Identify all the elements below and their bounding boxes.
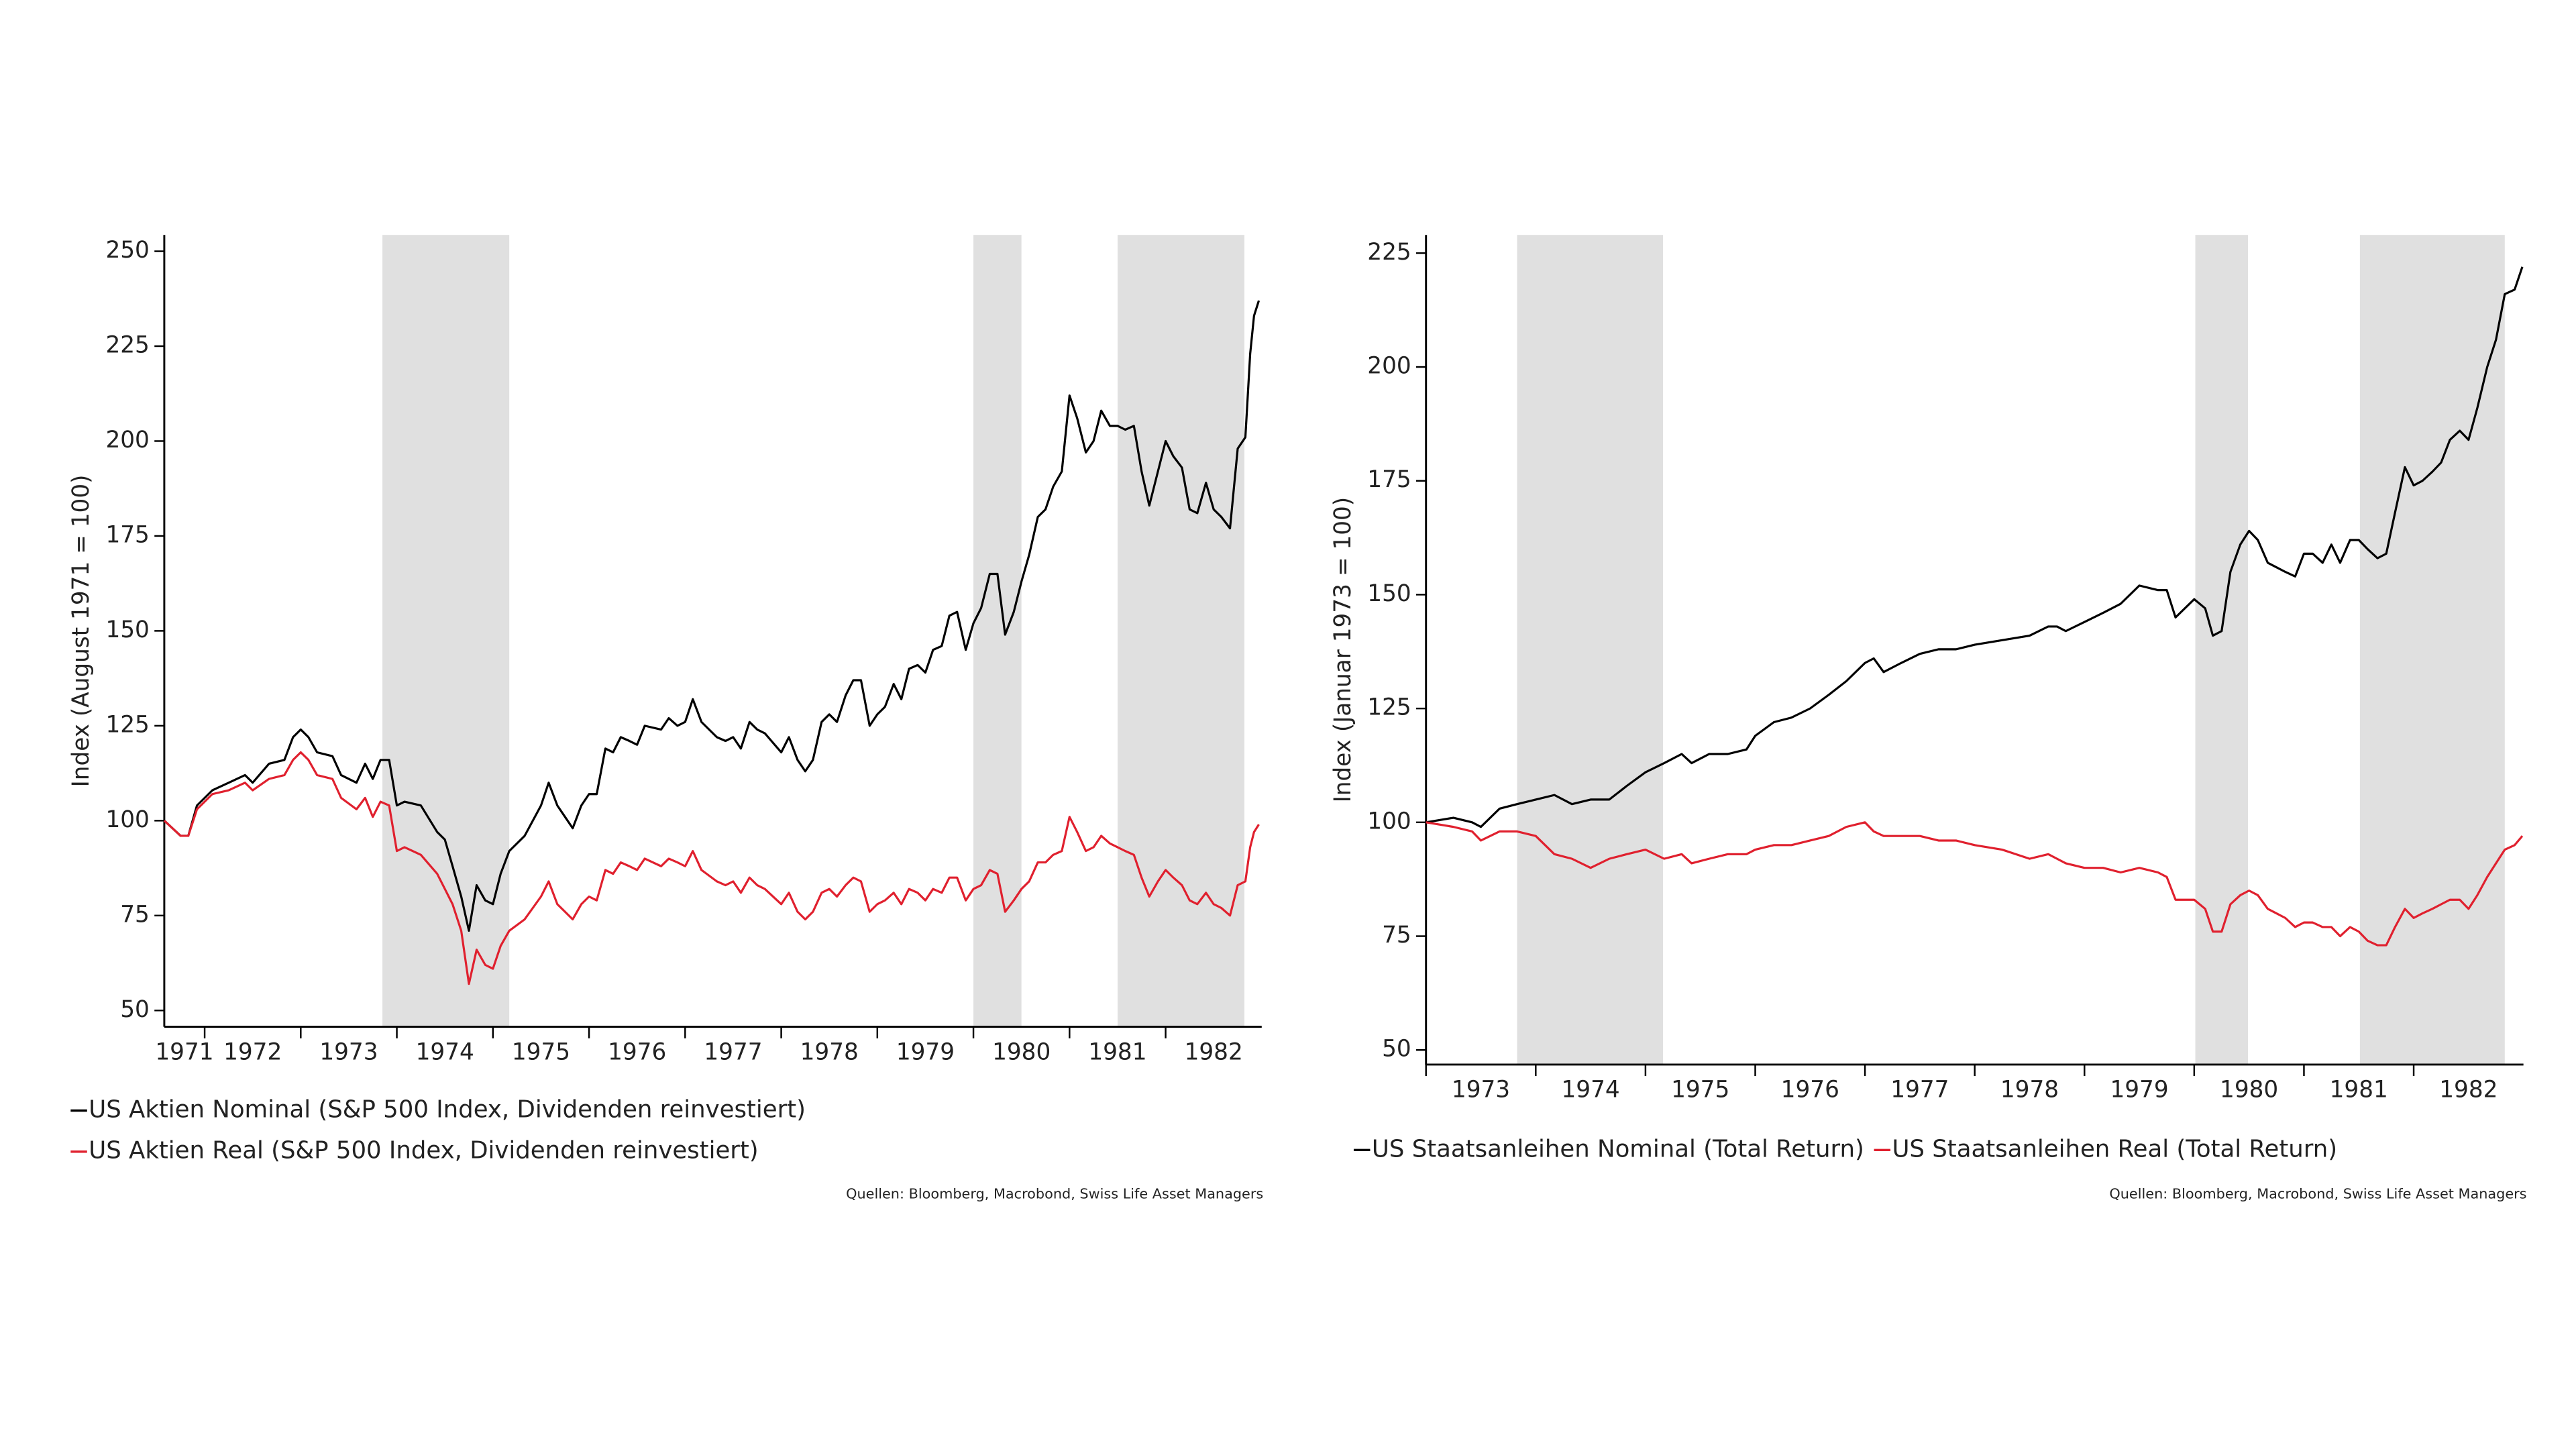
x-tick-label: 1973 — [1452, 1077, 1510, 1104]
y-tick-label: 50 — [1382, 1036, 1411, 1063]
y-tick-label: 50 — [120, 996, 150, 1023]
y-tick-label: 150 — [105, 616, 149, 643]
x-tick-label: 1976 — [1781, 1077, 1839, 1104]
legend-label: US Aktien Real (S&P 500 Index, Dividende… — [89, 1137, 758, 1165]
x-tick-label: 1978 — [800, 1038, 859, 1065]
y-tick-label: 200 — [1367, 353, 1411, 380]
x-tick-label: 1978 — [2000, 1077, 2059, 1104]
recession-shade — [2195, 235, 2249, 1065]
legend-item: US Aktien Nominal (S&P 500 Index, Divide… — [70, 1096, 806, 1124]
recession-shade — [1117, 235, 1245, 1027]
legend-label: US Staatsanleihen Nominal (Total Return) — [1372, 1135, 1864, 1163]
source-note: Quellen: Bloomberg, Macrobond, Swiss Lif… — [846, 1185, 1263, 1201]
recession-shade — [382, 235, 510, 1027]
x-tick-label: 1977 — [704, 1038, 762, 1065]
legend-item: US Aktien Real (S&P 500 Index, Dividende… — [70, 1137, 759, 1165]
x-tick-label: 1975 — [512, 1038, 570, 1065]
y-tick-label: 100 — [1367, 808, 1411, 835]
series-line — [1426, 266, 2524, 828]
chart: 50 75 100 125 150 175 200 225 250 1971 1972 1973 197… — [68, 235, 1263, 1201]
x-tick-label: 1980 — [2220, 1077, 2278, 1104]
x-tick-label: 1982 — [2439, 1077, 2498, 1104]
x-tick-label: 1974 — [1561, 1077, 1619, 1104]
x-tick-label: 1981 — [2330, 1077, 2388, 1104]
legend-label: US Staatsanleihen Real (Total Return) — [1892, 1135, 2337, 1163]
x-tick-label: 1974 — [416, 1038, 474, 1065]
y-tick-label: 100 — [105, 806, 149, 833]
x-tick-label: 1976 — [608, 1038, 666, 1065]
y-tick-label: 250 — [105, 237, 149, 264]
y-tick-label: 225 — [105, 332, 149, 359]
x-tick-label: 1982 — [1185, 1038, 1243, 1065]
x-tick-label: 1977 — [1890, 1077, 1949, 1104]
chart: 50 75 100 125 150 175 200 225 1973 1974 1975 1976 19… — [1330, 235, 2527, 1201]
recession-shade — [1517, 235, 1664, 1065]
x-tick-label: 1972 — [223, 1038, 282, 1065]
x-tick-label: 1980 — [992, 1038, 1051, 1065]
x-tick-label: 1971 — [155, 1038, 213, 1065]
x-tick-label: 1981 — [1088, 1038, 1146, 1065]
recession-shade — [2359, 235, 2505, 1065]
x-tick-label: 1975 — [1671, 1077, 1729, 1104]
legend-item: US Staatsanleihen Nominal (Total Return) — [1353, 1135, 1864, 1163]
y-tick-label: 175 — [1367, 466, 1411, 493]
y-tick-label: 125 — [1367, 694, 1411, 721]
y-tick-label: 225 — [1367, 239, 1411, 266]
legend-item: US Staatsanleihen Real (Total Return) — [1874, 1135, 2337, 1163]
x-tick-label: 1979 — [896, 1038, 955, 1065]
y-tick-label: 150 — [1367, 580, 1411, 607]
x-tick-label: 1979 — [2110, 1077, 2168, 1104]
y-tick-label: 75 — [1382, 922, 1411, 949]
y-axis-label: Index (Januar 1973 = 100) — [1330, 497, 1356, 803]
y-axis-label: Index (August 1971 = 100) — [68, 474, 95, 787]
series-line — [163, 751, 1260, 985]
series-line — [1426, 821, 2524, 947]
y-tick-label: 125 — [105, 711, 149, 738]
legend-label: US Aktien Nominal (S&P 500 Index, Divide… — [89, 1096, 806, 1124]
y-tick-label: 200 — [105, 427, 149, 453]
source-note: Quellen: Bloomberg, Macrobond, Swiss Lif… — [2109, 1185, 2526, 1201]
recession-shade — [973, 235, 1022, 1027]
y-tick-label: 175 — [105, 521, 149, 548]
x-tick-label: 1973 — [319, 1038, 378, 1065]
y-tick-label: 75 — [120, 901, 150, 928]
series-line — [163, 300, 1260, 932]
